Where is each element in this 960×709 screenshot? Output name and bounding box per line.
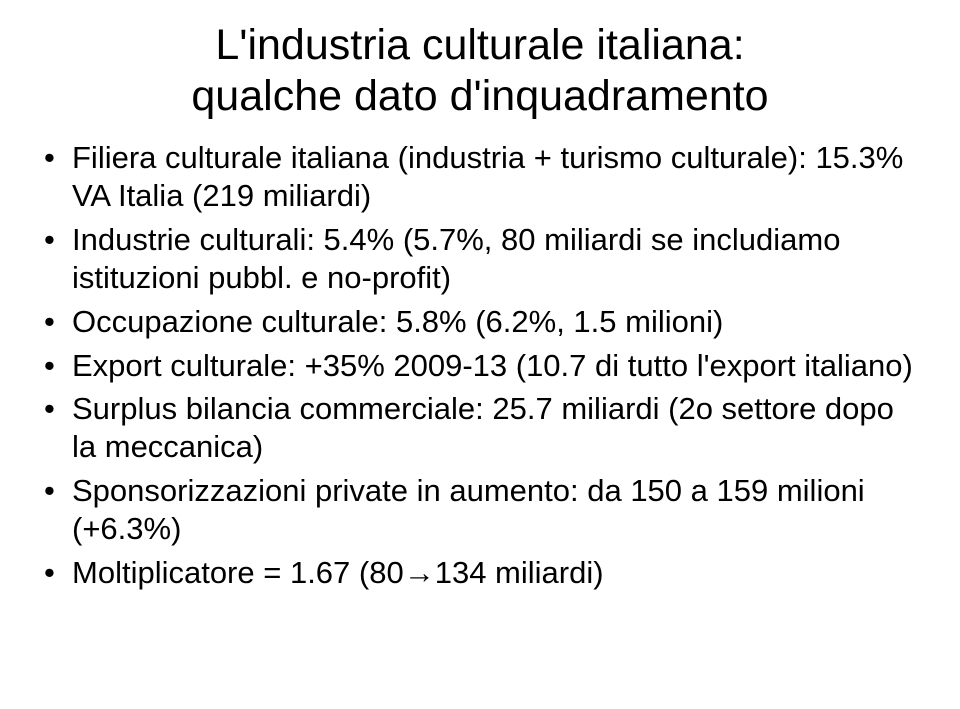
list-item: Filiera culturale italiana (industria + …	[40, 139, 920, 215]
list-item: Industrie culturali: 5.4% (5.7%, 80 mili…	[40, 221, 920, 297]
bullet-text: Surplus bilancia commerciale: 25.7 milia…	[72, 391, 894, 464]
list-item: Moltiplicatore = 1.67 (80→134 miliardi)	[40, 554, 920, 592]
list-item: Surplus bilancia commerciale: 25.7 milia…	[40, 390, 920, 466]
list-item: Occupazione culturale: 5.8% (6.2%, 1.5 m…	[40, 303, 920, 341]
bullet-text: Moltiplicatore = 1.67 (80→134 miliardi)	[72, 555, 604, 590]
bullet-list: Filiera culturale italiana (industria + …	[40, 139, 920, 591]
bullet-text: Sponsorizzazioni private in aumento: da …	[72, 473, 865, 546]
bullet-text: Occupazione culturale: 5.8% (6.2%, 1.5 m…	[72, 304, 723, 339]
list-item: Sponsorizzazioni private in aumento: da …	[40, 472, 920, 548]
title-line-2: qualche dato d'inquadramento	[40, 71, 920, 122]
title-line-1: L'industria culturale italiana:	[40, 20, 920, 71]
bullet-text: Filiera culturale italiana (industria + …	[72, 140, 903, 213]
slide: L'industria culturale italiana: qualche …	[0, 0, 960, 709]
slide-title: L'industria culturale italiana: qualche …	[40, 20, 920, 121]
bullet-text: Export culturale: +35% 2009-13 (10.7 di …	[72, 348, 913, 383]
bullet-text: Industrie culturali: 5.4% (5.7%, 80 mili…	[72, 222, 840, 295]
list-item: Export culturale: +35% 2009-13 (10.7 di …	[40, 347, 920, 385]
